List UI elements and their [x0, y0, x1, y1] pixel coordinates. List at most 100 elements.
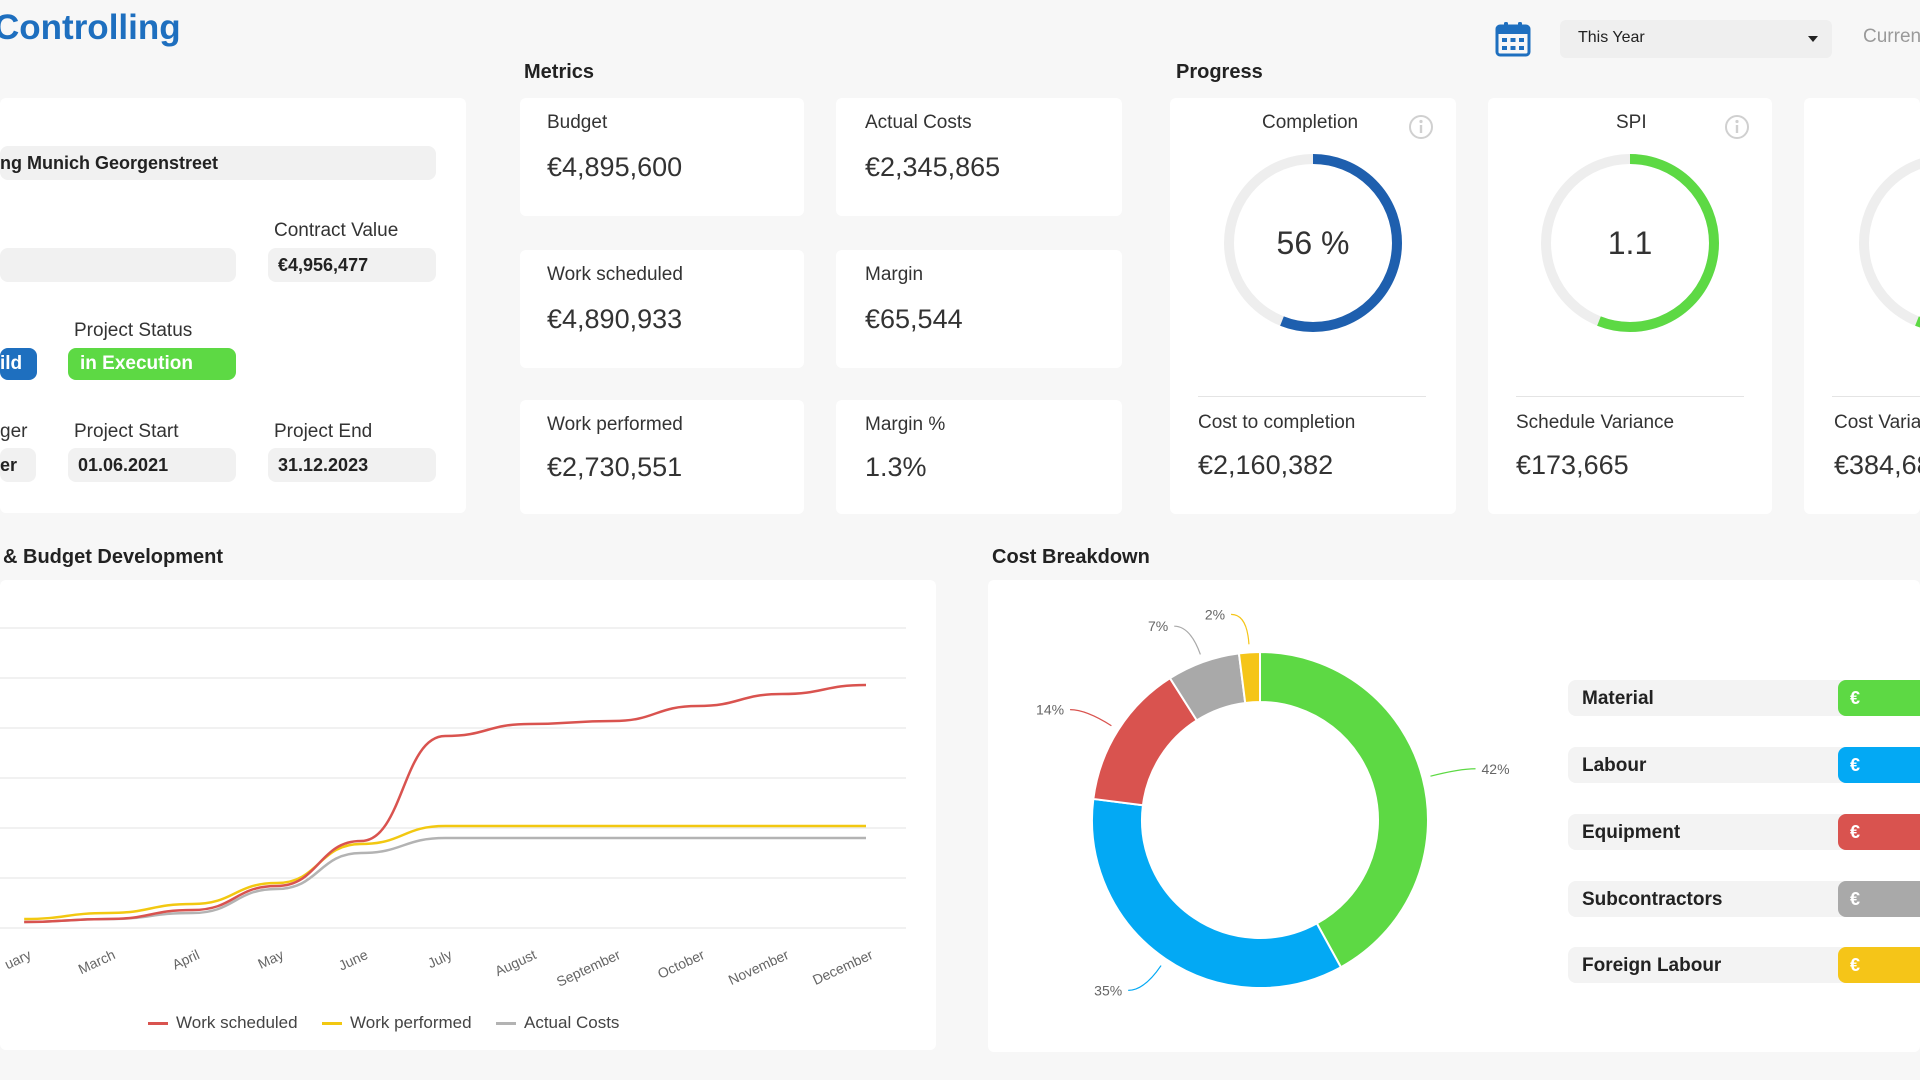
breakdown-value: € — [1850, 755, 1861, 775]
chevron-down-icon — [1808, 36, 1818, 42]
breakdown-value: € — [1850, 688, 1861, 708]
calendar-icon[interactable] — [1494, 20, 1532, 58]
cost-breakdown-title: Cost Breakdown — [992, 546, 1150, 568]
legend-label: Work scheduled — [176, 1013, 298, 1032]
project-start-field: 01.06.2021 — [68, 448, 236, 482]
project-end-field: 31.12.2023 — [268, 448, 436, 482]
metric-label: Work performed — [547, 414, 683, 435]
gauge-arc — [1224, 154, 1402, 332]
metric-value: €4,890,933 — [547, 304, 683, 334]
project-manager-label: ger — [0, 421, 28, 442]
period-select-value: This Year — [1578, 29, 1645, 46]
donut-value-label: 35% — [1094, 982, 1122, 998]
legend-item-work-scheduled: Work scheduled — [148, 1013, 298, 1033]
donut-slice-foreign-labour — [1237, 650, 1261, 705]
budget-chart-title: & Budget Development — [3, 546, 224, 568]
spi-gauge: 1.1 — [1541, 154, 1719, 332]
metric-label: Work scheduled — [547, 264, 683, 285]
metric-card-budget: Budget €4,895,600 — [520, 98, 804, 216]
progress-divider — [1198, 396, 1426, 397]
project-start-label: Project Start — [74, 421, 179, 442]
progress-divider — [1516, 396, 1744, 397]
project-name-field: ng Munich Georgenstreet — [0, 146, 436, 180]
legend-swatch — [322, 1021, 342, 1025]
gauge-arc — [1541, 154, 1719, 332]
metric-card-margin-percent: Margin % 1.3% — [836, 400, 1122, 514]
project-end-label: Project End — [274, 421, 373, 442]
x-tick-label: March — [76, 946, 118, 977]
breakdown-row-foreign-labour: Foreign Labour € — [1568, 947, 1920, 983]
progress-label: SPI — [1616, 112, 1647, 133]
breakdown-row-material: Material € — [1568, 680, 1920, 716]
x-tick-label: uary — [2, 946, 33, 972]
project-status-badge: in Execution — [68, 348, 236, 380]
x-tick-label: May — [255, 946, 286, 972]
period-select[interactable]: This Year — [1560, 20, 1832, 58]
breakdown-value: € — [1850, 955, 1861, 975]
series-line-actual-costs — [24, 836, 866, 924]
metric-label: Margin — [865, 264, 924, 285]
progress-sub-label: Cost Varia — [1834, 412, 1920, 433]
progress-sub-label: Schedule Variance — [1516, 412, 1675, 433]
budget-line-chart: uary March April May June July August September… — [0, 627, 906, 990]
metric-card-margin: Margin €65,544 — [836, 250, 1122, 368]
metric-value: €2,730,551 — [547, 452, 683, 482]
donut-value-label: 14% — [1036, 702, 1064, 718]
x-tick-label: June — [336, 946, 370, 973]
breakdown-value: € — [1850, 822, 1861, 842]
x-tick-label: October — [655, 946, 707, 982]
donut-leader-line — [1231, 613, 1250, 645]
progress-card-completion: Completion 56 % Cost to completion €2,16… — [1170, 98, 1456, 514]
donut-value-label: 2% — [1205, 606, 1225, 622]
metric-label: Actual Costs — [865, 112, 972, 133]
metric-value: €4,895,600 — [547, 152, 683, 182]
donut-slice-labour — [1091, 797, 1343, 990]
breakdown-label: Equipment — [1582, 822, 1681, 843]
project-status-label: Project Status — [74, 320, 193, 341]
metric-label: Budget — [547, 112, 608, 133]
breakdown-row-subcontractors: Subcontractors € — [1568, 881, 1920, 917]
x-tick-label: December — [810, 946, 876, 988]
breakdown-value-pill: € — [1838, 881, 1920, 917]
breakdown-value-pill: € — [1838, 814, 1920, 850]
donut-leader-line — [1174, 625, 1201, 655]
progress-sub-value: €173,665 — [1516, 450, 1629, 480]
legend-swatch — [148, 1021, 168, 1025]
donut-leader-line — [1070, 709, 1112, 727]
completion-gauge: 56 % — [1224, 154, 1402, 332]
metric-card-work-scheduled: Work scheduled €4,890,933 — [520, 250, 804, 368]
progress-title: Progress — [1176, 61, 1263, 83]
donut-value-label: 7% — [1148, 618, 1168, 634]
project-type-badge: ild — [0, 348, 37, 380]
donut-slice-material — [1259, 650, 1430, 969]
contract-value-label: Contract Value — [274, 220, 399, 241]
breakdown-value-pill: € — [1838, 680, 1920, 716]
metric-value: €2,345,865 — [865, 152, 1001, 182]
x-tick-label: July — [425, 946, 454, 971]
breakdown-label: Material — [1582, 688, 1654, 709]
metric-value: 1.3% — [865, 452, 927, 482]
blank-field — [0, 248, 236, 282]
x-tick-label: September — [554, 946, 623, 990]
breakdown-label: Labour — [1582, 755, 1647, 776]
metric-card-work-performed: Work performed €2,730,551 — [520, 400, 804, 514]
legend-swatch — [496, 1021, 516, 1025]
project-manager-field: er — [0, 448, 36, 482]
legend-label: Actual Costs — [524, 1013, 620, 1032]
breakdown-value: € — [1850, 889, 1861, 909]
metric-value: €65,544 — [865, 304, 963, 334]
gauge-value: 1.1 — [1608, 225, 1652, 261]
x-tick-label: August — [492, 946, 538, 979]
breakdown-label: Subcontractors — [1582, 889, 1723, 910]
info-icon[interactable] — [1724, 114, 1750, 140]
info-icon[interactable] — [1408, 114, 1434, 140]
metric-label: Margin % — [865, 414, 946, 435]
contract-value-field: €4,956,477 — [268, 248, 436, 282]
progress-card-cpi: Cost Varia €384,68 — [1804, 98, 1920, 514]
gauge-value: 56 % — [1277, 225, 1350, 261]
breakdown-row-equipment: Equipment € — [1568, 814, 1920, 850]
progress-sub-value: €384,68 — [1834, 450, 1920, 480]
progress-sub-label: Cost to completion — [1198, 412, 1356, 433]
donut-leader-line — [1430, 768, 1476, 777]
series-line-work-scheduled — [24, 683, 867, 924]
